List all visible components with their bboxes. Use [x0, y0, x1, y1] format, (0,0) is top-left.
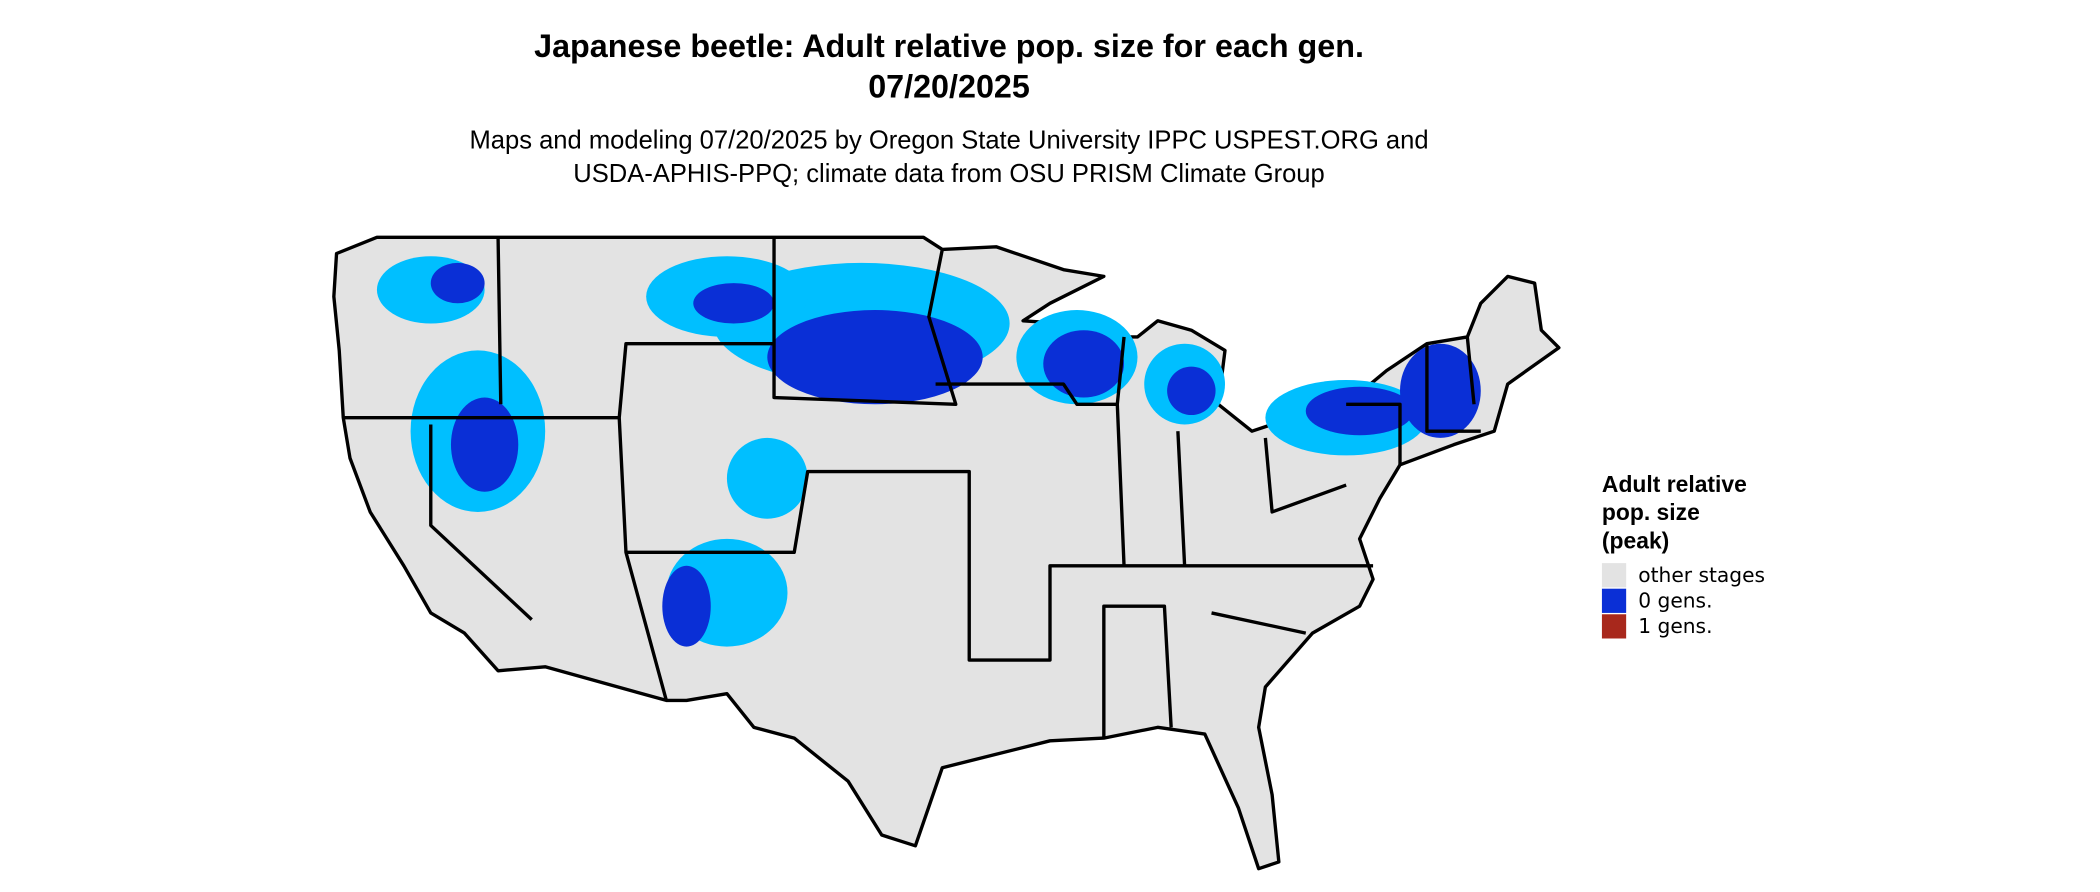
date: 07/20/2025 — [868, 68, 1030, 104]
legend-label: other stages — [1638, 563, 1765, 587]
subtitle-line: Maps and modeling 07/20/2025 by Oregon S… — [469, 127, 1428, 155]
activity-areas — [376, 256, 1481, 647]
us-map — [332, 235, 1561, 871]
state-borders — [343, 237, 1481, 739]
legend-label: 1 gens. — [1638, 614, 1712, 638]
legend-swatch — [1601, 563, 1627, 588]
legend-swatch — [1601, 588, 1627, 613]
subtitle-line: USDA-APHIS-PPQ; climate data from OSU PR… — [573, 160, 1324, 188]
legend: Adult relative pop. size (peak) other st… — [1601, 471, 1765, 639]
title: Japanese beetle: Adult relative pop. siz… — [534, 28, 1364, 64]
legend-label: 0 gens. — [1638, 589, 1712, 613]
legend-swatch — [1601, 614, 1627, 639]
legend-title: (peak) — [1602, 527, 1669, 553]
legend-title: pop. size — [1602, 499, 1700, 525]
legend-title: Adult relative — [1602, 471, 1747, 497]
